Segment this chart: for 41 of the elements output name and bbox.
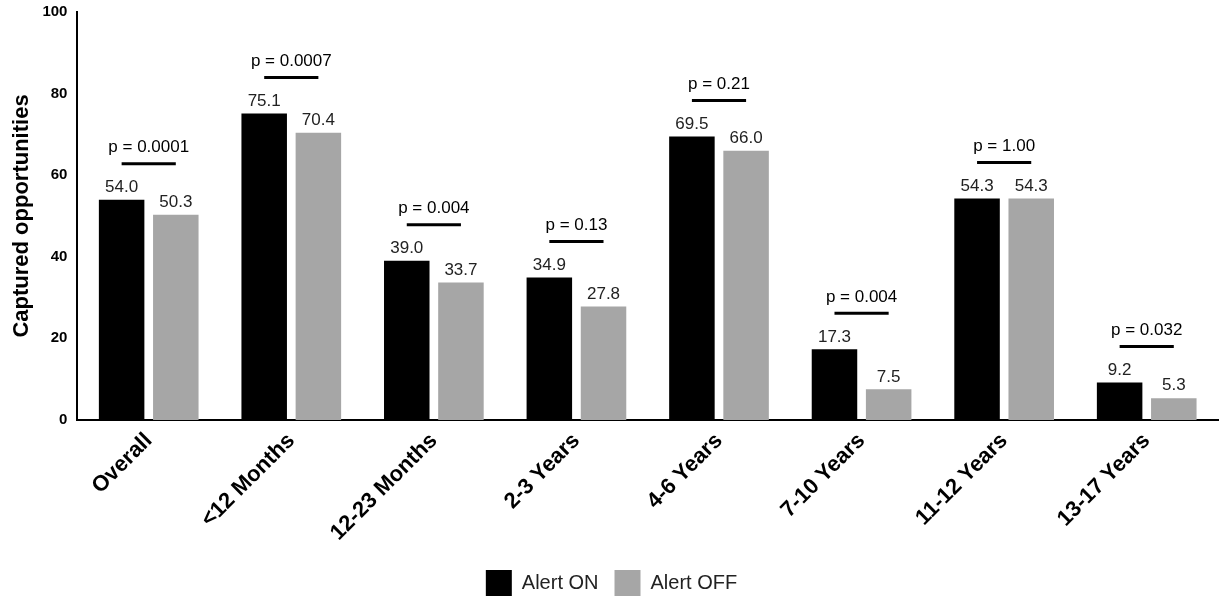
y-tick-label: 80 xyxy=(50,83,68,101)
y-tick-label: 60 xyxy=(50,165,68,183)
data-label: 17.3 xyxy=(817,326,852,346)
bar xyxy=(438,282,484,420)
annotation: p = 0.21 xyxy=(688,73,750,93)
legend-label: Alert OFF xyxy=(650,570,738,593)
bar xyxy=(580,306,627,420)
y-axis-title: Captured opportunities xyxy=(8,94,34,338)
data-label: 75.1 xyxy=(247,90,281,110)
annotation: p = 0.032 xyxy=(1111,319,1183,339)
data-label: 33.7 xyxy=(444,259,478,279)
annotation: p = 0.0007 xyxy=(250,50,332,70)
data-label: 54.3 xyxy=(960,175,994,195)
bar xyxy=(865,389,912,420)
data-label: 34.9 xyxy=(532,254,566,274)
bar xyxy=(723,150,769,420)
data-label: 7.5 xyxy=(876,366,901,386)
data-label: 66.0 xyxy=(729,127,763,147)
data-label: 5.3 xyxy=(1161,375,1186,395)
bar xyxy=(1008,198,1054,420)
bar xyxy=(295,132,342,420)
annotation: p = 0.004 xyxy=(825,286,898,306)
annotation: p = 0.0001 xyxy=(108,136,190,156)
bar xyxy=(153,214,199,420)
data-label: 39.0 xyxy=(390,238,424,258)
annotation: p = 0.13 xyxy=(545,214,608,234)
y-tick-label: 100 xyxy=(42,2,68,20)
data-label: 9.2 xyxy=(1107,359,1132,379)
data-label: 54.3 xyxy=(1014,175,1048,195)
annotation: p = 0.004 xyxy=(398,198,470,218)
legend-label: Alert ON xyxy=(521,570,599,593)
y-tick-label: 40 xyxy=(50,246,68,264)
data-label: 54.0 xyxy=(105,176,139,196)
data-label: 70.4 xyxy=(301,109,335,129)
y-tick-label: 0 xyxy=(59,410,68,428)
annotation: p = 1.00 xyxy=(973,135,1036,155)
y-tick-label: 20 xyxy=(50,328,68,346)
data-label: 27.8 xyxy=(586,283,621,303)
data-label: 50.3 xyxy=(159,191,193,211)
data-label: 69.5 xyxy=(675,113,709,133)
bar xyxy=(1151,398,1197,420)
